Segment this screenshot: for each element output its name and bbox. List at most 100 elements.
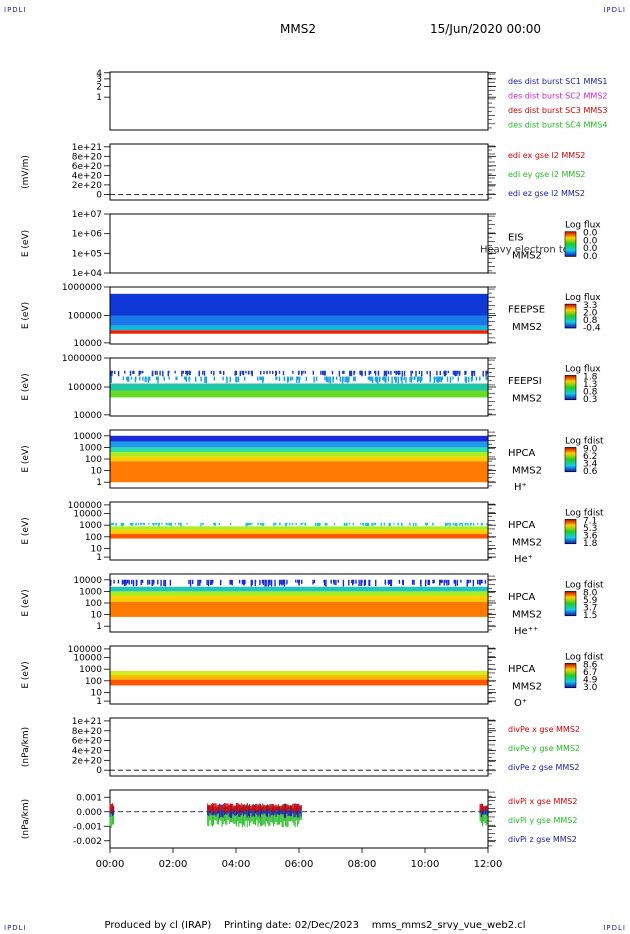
heatmap-speck bbox=[130, 376, 133, 380]
heatmap-speck bbox=[184, 376, 187, 381]
spacecraft-label: MMS2 bbox=[512, 394, 542, 405]
heatmap-speck bbox=[389, 579, 392, 586]
heatmap-speck bbox=[297, 370, 300, 375]
heatmap-speck bbox=[210, 579, 212, 585]
colorbar-tick: 0.0 bbox=[583, 229, 598, 239]
heatmap-speck bbox=[133, 370, 135, 374]
heatmap-speck bbox=[371, 376, 373, 381]
heatmap-speck bbox=[409, 376, 411, 383]
heatmap-speck bbox=[401, 376, 403, 384]
heatmap-speck bbox=[342, 579, 345, 587]
heatmap-speck bbox=[164, 579, 167, 587]
heatmap-speck bbox=[453, 579, 455, 584]
heatmap-speck bbox=[247, 522, 249, 526]
heatmap-speck bbox=[239, 370, 241, 377]
heatmap-speck bbox=[343, 522, 346, 526]
heatmap-speck bbox=[425, 522, 427, 526]
heatmap-speck bbox=[225, 376, 228, 380]
colorbar-tick: 3.7 bbox=[583, 604, 597, 614]
heatmap-speck bbox=[160, 579, 162, 587]
heatmap-speck bbox=[304, 522, 306, 526]
heatmap-speck bbox=[262, 522, 265, 525]
heatmap-speck bbox=[411, 579, 414, 585]
heatmap-speck bbox=[354, 376, 356, 382]
y-tick-label: 0 bbox=[96, 766, 102, 776]
heatmap-speck bbox=[264, 579, 266, 587]
y-tick-label: 1000 bbox=[79, 443, 102, 453]
colorbar-title: Log fdist bbox=[565, 508, 604, 518]
y-tick-label: 1 bbox=[96, 553, 102, 563]
heatmap-speck bbox=[460, 579, 462, 583]
heatmap-speck bbox=[472, 370, 474, 374]
heatmap-speck bbox=[180, 522, 182, 526]
heatmap-speck bbox=[347, 376, 349, 383]
heatmap-speck bbox=[138, 370, 140, 376]
heatmap-speck bbox=[262, 376, 264, 382]
heatmap-speck bbox=[251, 522, 253, 525]
heatmap-speck bbox=[337, 579, 339, 583]
heatmap-speck bbox=[231, 579, 233, 586]
heatmap-speck bbox=[206, 579, 208, 586]
heatmap-speck bbox=[229, 579, 231, 585]
heatmap-speck bbox=[361, 370, 363, 376]
heatmap-speck bbox=[241, 579, 244, 584]
heatmap-speck bbox=[144, 376, 146, 382]
heatmap-speck bbox=[148, 579, 151, 585]
colorbar-tick: 0.3 bbox=[583, 395, 597, 405]
y-tick-label: 100 bbox=[85, 455, 102, 465]
heatmap-speck bbox=[110, 370, 112, 377]
instrument-label: FEEPSE bbox=[508, 305, 545, 316]
colorbar bbox=[564, 519, 577, 545]
heatmap-speck bbox=[415, 522, 417, 527]
heatmap-speck bbox=[282, 370, 285, 376]
heatmap-speck bbox=[410, 376, 413, 383]
heatmap-speck bbox=[377, 370, 380, 376]
y-axis-label: E (eV) bbox=[21, 445, 31, 472]
heatmap-speck bbox=[364, 370, 367, 376]
heatmap-speck bbox=[154, 370, 157, 375]
heatmap-speck bbox=[439, 370, 441, 376]
heatmap-speck bbox=[266, 370, 268, 374]
heatmap-speck bbox=[178, 522, 180, 525]
heatmap-speck bbox=[250, 579, 252, 587]
heatmap-speck bbox=[479, 579, 481, 586]
legend-label: divPi z gse MMS2 bbox=[508, 835, 577, 844]
heatmap-speck bbox=[403, 370, 406, 376]
heatmap-band bbox=[110, 441, 488, 448]
legend-label: divPi y gse MMS2 bbox=[508, 816, 577, 825]
heatmap-speck bbox=[167, 370, 169, 377]
y-tick-label: 6e+20 bbox=[72, 162, 103, 172]
heatmap-speck bbox=[132, 522, 134, 526]
y-tick-label: 100000 bbox=[68, 645, 103, 655]
y-tick-label: 2 bbox=[96, 83, 102, 93]
heatmap-speck bbox=[235, 370, 237, 375]
heatmap-speck bbox=[186, 370, 188, 376]
legend-label: des dist burst SC2 MMS2 bbox=[508, 92, 607, 101]
x-tick-label: 00:00 bbox=[96, 859, 125, 870]
heatmap-speck bbox=[315, 376, 318, 381]
y-tick-label: 1 bbox=[96, 622, 102, 632]
heatmap-speck bbox=[302, 522, 304, 525]
heatmap-speck bbox=[162, 370, 164, 377]
heatmap-band bbox=[110, 586, 488, 592]
heatmap-speck bbox=[454, 370, 456, 376]
heatmap-speck bbox=[270, 579, 273, 587]
heatmap-speck bbox=[427, 579, 429, 585]
heatmap-band bbox=[110, 330, 488, 334]
heatmap-speck bbox=[352, 579, 354, 586]
heatmap-speck bbox=[411, 370, 414, 374]
heatmap-speck bbox=[371, 522, 373, 527]
y-axis-label: (nPa/km) bbox=[21, 727, 31, 767]
heatmap-speck bbox=[333, 522, 336, 526]
heatmap-speck bbox=[199, 579, 201, 586]
heatmap-speck bbox=[126, 579, 129, 584]
heatmap-speck bbox=[420, 579, 422, 585]
heatmap-speck bbox=[157, 376, 159, 384]
heatmap-speck bbox=[397, 522, 399, 526]
heatmap-speck bbox=[379, 376, 381, 381]
colorbar-tick: 0.8 bbox=[583, 316, 598, 326]
corner-label-top-left: IPDLI bbox=[4, 6, 27, 14]
heatmap-speck bbox=[210, 370, 213, 374]
heatmap-speck bbox=[429, 370, 431, 377]
heatmap-speck bbox=[176, 376, 178, 380]
